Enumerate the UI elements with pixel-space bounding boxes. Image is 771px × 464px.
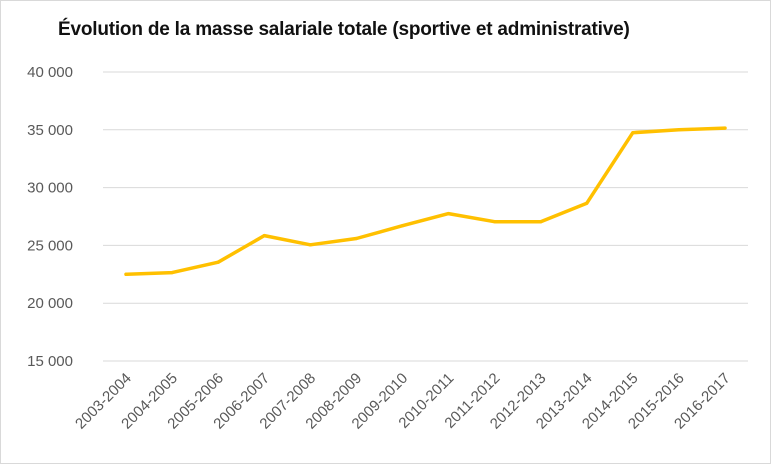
data-point xyxy=(723,126,727,130)
gridlines xyxy=(103,71,748,362)
data-point xyxy=(262,233,266,238)
data-point xyxy=(631,131,635,135)
data-point xyxy=(124,272,128,276)
y-tick-label: 40 000 xyxy=(27,64,73,81)
chart-title: Évolution de la masse salariale totale (… xyxy=(58,19,630,40)
data-point xyxy=(400,224,405,228)
series-line xyxy=(124,126,727,277)
data-point xyxy=(308,243,312,247)
y-axis-tick-labels: 15 000 20 000 25 000 30 000 35 000 40 000 xyxy=(27,64,73,370)
y-tick-label: 25 000 xyxy=(27,237,73,254)
data-point xyxy=(170,270,174,275)
data-point xyxy=(585,201,589,205)
data-point xyxy=(539,220,543,224)
y-tick-label: 20 000 xyxy=(27,295,73,312)
data-point xyxy=(493,220,497,224)
series-layer xyxy=(124,126,727,277)
data-point xyxy=(677,128,681,132)
data-point xyxy=(354,236,358,241)
x-axis-tick-labels: 2003-20042004-20052005-20062006-20072007… xyxy=(72,370,734,433)
data-point xyxy=(216,260,220,264)
y-tick-label: 15 000 xyxy=(27,353,73,370)
y-tick-label: 30 000 xyxy=(27,180,73,197)
y-tick-label: 35 000 xyxy=(27,122,73,139)
data-point xyxy=(446,212,451,216)
